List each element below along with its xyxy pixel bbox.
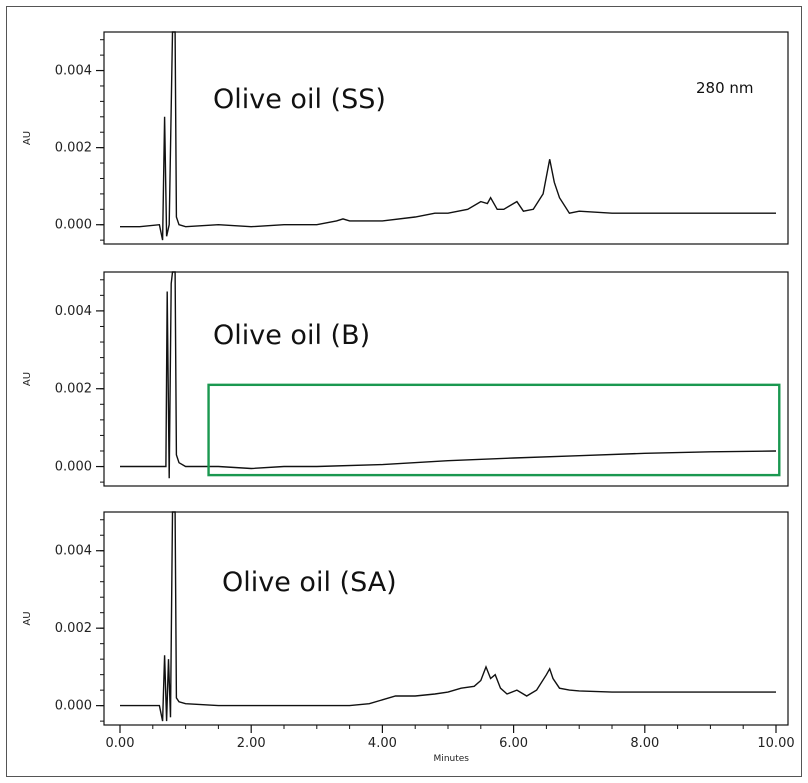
panel-title: Olive oil (B) (213, 320, 370, 351)
wavelength-annotation: 280 nm (696, 79, 754, 97)
x-axis-title: Minutes (434, 754, 470, 764)
x-tick-label: 0.00 (106, 736, 135, 751)
y-tick-label: 0.000 (55, 218, 92, 233)
y-axis-title: AU (22, 131, 33, 145)
y-axis-ticks: 0.004 0.002 0.000 (55, 39, 104, 241)
panel-title: Olive oil (SS) (213, 84, 386, 115)
y-tick-label: 0.000 (55, 699, 92, 714)
plot-area (103, 271, 789, 487)
panel-olive-oil-sa: AU Olive oil (SA) 0.004 0.002 0.000 0.00 2.… (22, 511, 795, 764)
y-tick-label: 0.004 (55, 544, 92, 559)
y-tick-label: 0.004 (55, 64, 92, 79)
x-axis-ticks: 0.00 2.00 4.00 6.00 8.00 10.00 (106, 725, 795, 751)
x-tick-label: 10.00 (757, 736, 794, 751)
panel-olive-oil-b: AU Olive oil (B) 0.004 0.002 0.000 (22, 271, 789, 487)
y-tick-label: 0.002 (55, 141, 92, 156)
x-tick-label: 6.00 (499, 736, 528, 751)
chromatogram-trace (120, 31, 776, 241)
y-axis-title: AU (22, 372, 33, 386)
highlight-box (207, 383, 781, 477)
figure-frame (6, 6, 802, 777)
x-tick-label: 4.00 (368, 736, 397, 751)
panel-olive-oil-ss: AU Olive oil (SS) 280 nm 0.004 0.002 0.000 (22, 31, 789, 245)
panel-title: Olive oil (SA) (222, 567, 397, 598)
plot-area (103, 31, 789, 245)
y-tick-label: 0.002 (55, 382, 92, 397)
chromatogram-trace (120, 271, 777, 479)
y-tick-label: 0.002 (55, 621, 92, 636)
y-tick-label: 0.004 (55, 304, 92, 319)
y-axis-title: AU (22, 611, 33, 625)
plot-area (103, 511, 789, 726)
y-tick-label: 0.000 (55, 460, 92, 475)
y-axis-ticks: 0.004 0.002 0.000 (55, 279, 104, 483)
x-tick-label: 2.00 (237, 736, 266, 751)
chromatogram-trace (120, 511, 776, 722)
x-tick-label: 8.00 (630, 736, 659, 751)
y-axis-ticks: 0.004 0.002 0.000 (55, 519, 104, 722)
